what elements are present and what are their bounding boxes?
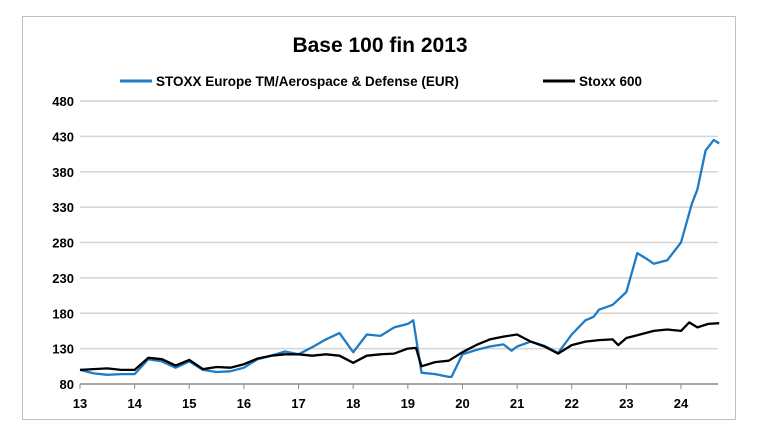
- chart-frame: [22, 16, 736, 420]
- x-tick-label: 22: [564, 396, 578, 411]
- y-tick-label: 130: [52, 342, 74, 357]
- x-tick-label: 21: [510, 396, 524, 411]
- y-tick-label: 380: [52, 165, 74, 180]
- x-tick-label: 14: [127, 396, 142, 411]
- y-tick-label: 80: [60, 377, 74, 392]
- y-tick-label: 330: [52, 200, 74, 215]
- series-line-stoxx600: [79, 321, 720, 372]
- y-tick-label: 280: [52, 236, 74, 251]
- x-tick-label: 13: [73, 396, 87, 411]
- y-tick-label: 430: [52, 129, 74, 144]
- x-tick-label: 18: [346, 396, 360, 411]
- legend: STOXX Europe TM/Aerospace & Defense (EUR…: [120, 74, 642, 89]
- y-tick-label: 180: [52, 306, 74, 321]
- x-tick-label: 24: [674, 396, 689, 411]
- x-tick-label: 20: [455, 396, 469, 411]
- legend-label-stoxx600: Stoxx 600: [579, 74, 642, 89]
- x-tick-label: 16: [237, 396, 251, 411]
- y-tick-label: 480: [52, 94, 74, 109]
- x-tick-label: 19: [401, 396, 415, 411]
- x-tick-label: 15: [182, 396, 196, 411]
- y-tick-label: 230: [52, 271, 74, 286]
- legend-label-aerospace: STOXX Europe TM/Aerospace & Defense (EUR…: [156, 74, 459, 89]
- x-tick-label: 23: [619, 396, 633, 411]
- x-tick-label: 17: [291, 396, 305, 411]
- chart-title: Base 100 fin 2013: [292, 34, 467, 57]
